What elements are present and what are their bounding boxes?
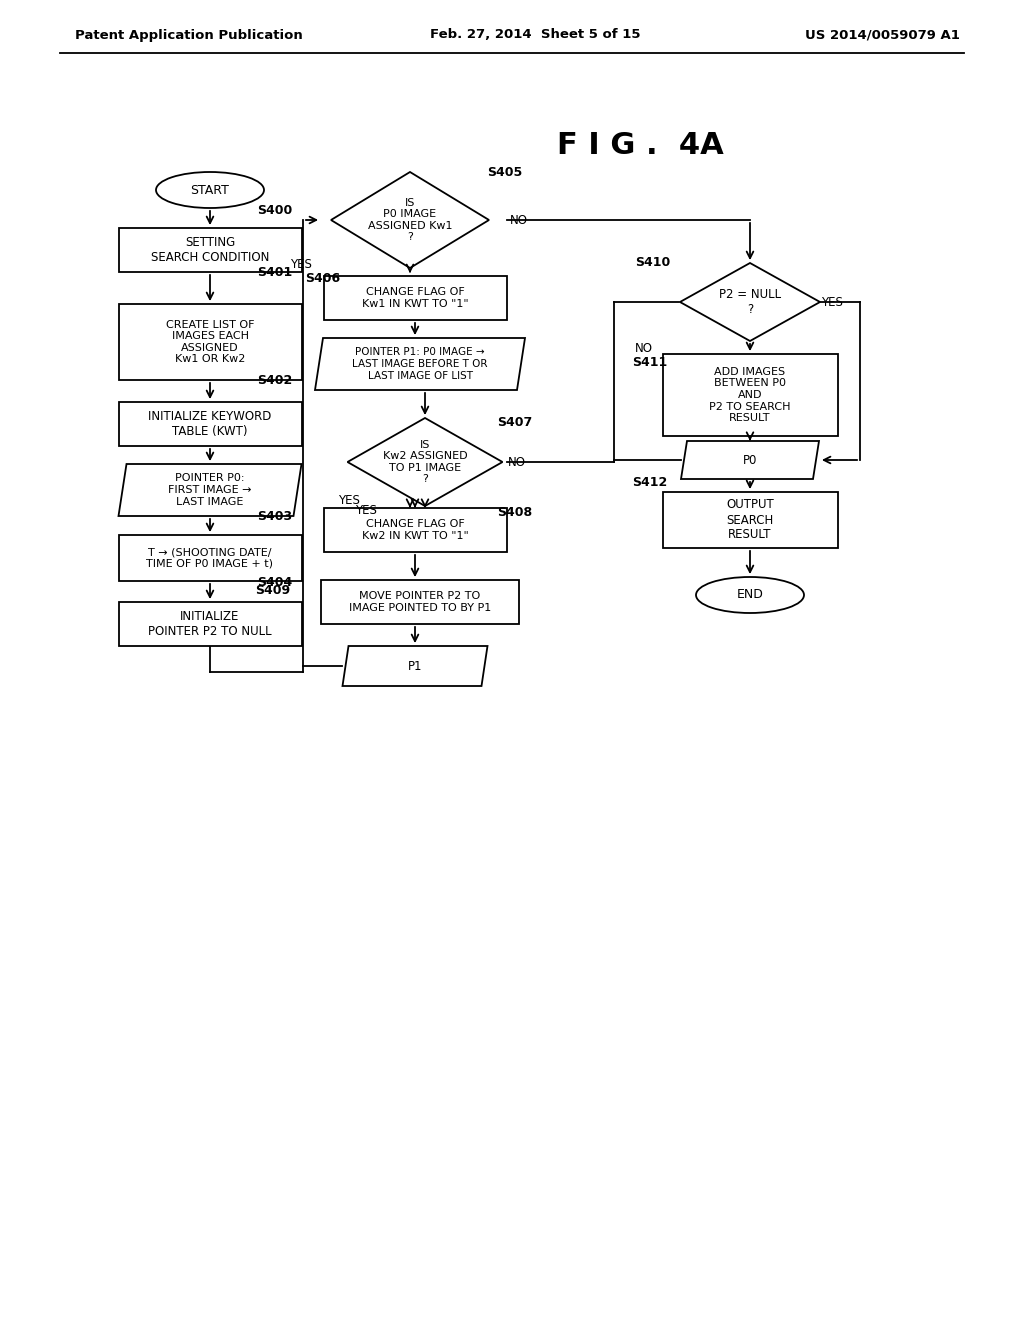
Text: S410: S410 (635, 256, 671, 268)
Polygon shape (119, 465, 301, 516)
Text: P2 = NULL
?: P2 = NULL ? (719, 288, 781, 315)
Text: Feb. 27, 2014  Sheet 5 of 15: Feb. 27, 2014 Sheet 5 of 15 (430, 29, 640, 41)
Text: S403: S403 (257, 510, 292, 523)
Ellipse shape (156, 172, 264, 209)
Text: YES: YES (290, 259, 312, 272)
Text: OUTPUT
SEARCH
RESULT: OUTPUT SEARCH RESULT (726, 499, 774, 541)
Text: US 2014/0059079 A1: US 2014/0059079 A1 (805, 29, 961, 41)
Text: Patent Application Publication: Patent Application Publication (75, 29, 303, 41)
Text: S404: S404 (257, 576, 292, 589)
Text: MOVE POINTER P2 TO
IMAGE POINTED TO BY P1: MOVE POINTER P2 TO IMAGE POINTED TO BY P… (349, 591, 492, 612)
Text: P0: P0 (742, 454, 757, 466)
Text: S407: S407 (497, 416, 532, 429)
Bar (119, 535, 301, 581)
Text: CHANGE FLAG OF
Kw1 IN KWT TO "1": CHANGE FLAG OF Kw1 IN KWT TO "1" (361, 288, 468, 309)
Text: NO: NO (508, 455, 526, 469)
Ellipse shape (696, 577, 804, 612)
Text: YES: YES (355, 503, 377, 516)
Text: IS
P0 IMAGE
ASSIGNED Kw1
?: IS P0 IMAGE ASSIGNED Kw1 ? (368, 198, 453, 243)
Polygon shape (347, 418, 503, 506)
Text: S408: S408 (497, 506, 532, 519)
Text: INITIALIZE
POINTER P2 TO NULL: INITIALIZE POINTER P2 TO NULL (148, 610, 271, 638)
Text: F I G .  4A: F I G . 4A (557, 131, 723, 160)
Text: S409: S409 (255, 583, 290, 597)
Text: S406: S406 (305, 272, 340, 285)
Bar (324, 508, 507, 552)
Bar (119, 228, 301, 272)
Text: S401: S401 (257, 265, 292, 279)
Bar (119, 304, 301, 380)
Text: SETTING
SEARCH CONDITION: SETTING SEARCH CONDITION (151, 236, 269, 264)
Bar (119, 403, 301, 446)
Text: ADD IMAGES
BETWEEN P0
AND
P2 TO SEARCH
RESULT: ADD IMAGES BETWEEN P0 AND P2 TO SEARCH R… (710, 367, 791, 424)
Text: CREATE LIST OF
IMAGES EACH
ASSIGNED
Kw1 OR Kw2: CREATE LIST OF IMAGES EACH ASSIGNED Kw1 … (166, 319, 254, 364)
Text: YES: YES (338, 494, 360, 507)
Text: IS
Kw2 ASSIGNED
TO P1 IMAGE
?: IS Kw2 ASSIGNED TO P1 IMAGE ? (383, 440, 467, 484)
Text: S405: S405 (487, 166, 522, 180)
Text: S411: S411 (632, 355, 668, 368)
Bar (119, 602, 301, 645)
Text: S402: S402 (257, 374, 292, 387)
Text: END: END (736, 589, 764, 602)
Bar (321, 579, 519, 624)
Polygon shape (681, 441, 819, 479)
Text: START: START (190, 183, 229, 197)
Bar (663, 492, 838, 548)
Text: S412: S412 (632, 475, 668, 488)
Polygon shape (342, 645, 487, 686)
Text: T → (SHOOTING DATE/
TIME OF P0 IMAGE + t): T → (SHOOTING DATE/ TIME OF P0 IMAGE + t… (146, 548, 273, 569)
Polygon shape (331, 172, 489, 268)
Text: YES: YES (821, 296, 843, 309)
Bar (324, 276, 507, 319)
Text: POINTER P1: P0 IMAGE →
LAST IMAGE BEFORE T OR
LAST IMAGE OF LIST: POINTER P1: P0 IMAGE → LAST IMAGE BEFORE… (352, 347, 487, 380)
Text: NO: NO (510, 214, 528, 227)
Polygon shape (315, 338, 525, 389)
Polygon shape (680, 263, 820, 341)
Text: P1: P1 (408, 660, 422, 672)
Text: NO: NO (635, 342, 653, 355)
Bar (663, 354, 838, 436)
Text: S400: S400 (257, 203, 292, 216)
Text: CHANGE FLAG OF
Kw2 IN KWT TO "1": CHANGE FLAG OF Kw2 IN KWT TO "1" (361, 519, 468, 541)
Text: POINTER P0:
FIRST IMAGE →
LAST IMAGE: POINTER P0: FIRST IMAGE → LAST IMAGE (168, 474, 252, 507)
Text: INITIALIZE KEYWORD
TABLE (KWT): INITIALIZE KEYWORD TABLE (KWT) (148, 411, 271, 438)
